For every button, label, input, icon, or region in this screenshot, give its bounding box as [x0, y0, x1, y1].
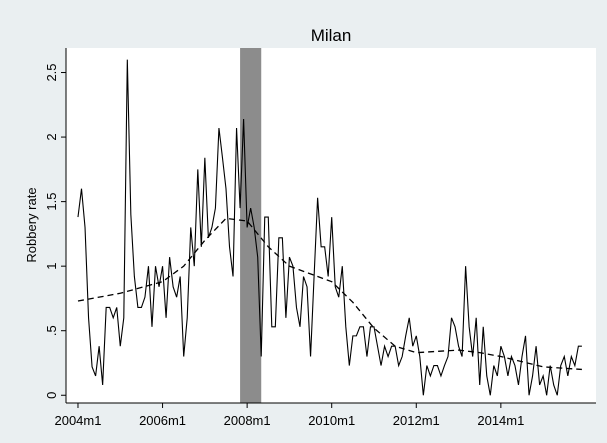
- y-tick-label: 2.5: [44, 63, 59, 81]
- x-tick-label: 2012m1: [393, 413, 440, 428]
- smoothed-line: [77, 217, 582, 371]
- x-tick-label: 2010m1: [308, 413, 355, 428]
- y-tick-label: 2: [44, 133, 59, 140]
- x-tick-label: 2004m1: [54, 413, 101, 428]
- x-tick-label: 2008m1: [224, 413, 271, 428]
- y-tick-label: 1: [44, 263, 59, 270]
- x-tick-label: 2006m1: [139, 413, 186, 428]
- y-tick-label: 1.5: [44, 193, 59, 211]
- x-tick-label: 2014m1: [477, 413, 524, 428]
- y-tick-label: .5: [44, 325, 59, 336]
- chart-title: Milan: [311, 26, 352, 45]
- y-tick-label: 0: [44, 392, 59, 399]
- y-axis-title: Robbery rate: [24, 187, 39, 262]
- data-line: [77, 59, 582, 396]
